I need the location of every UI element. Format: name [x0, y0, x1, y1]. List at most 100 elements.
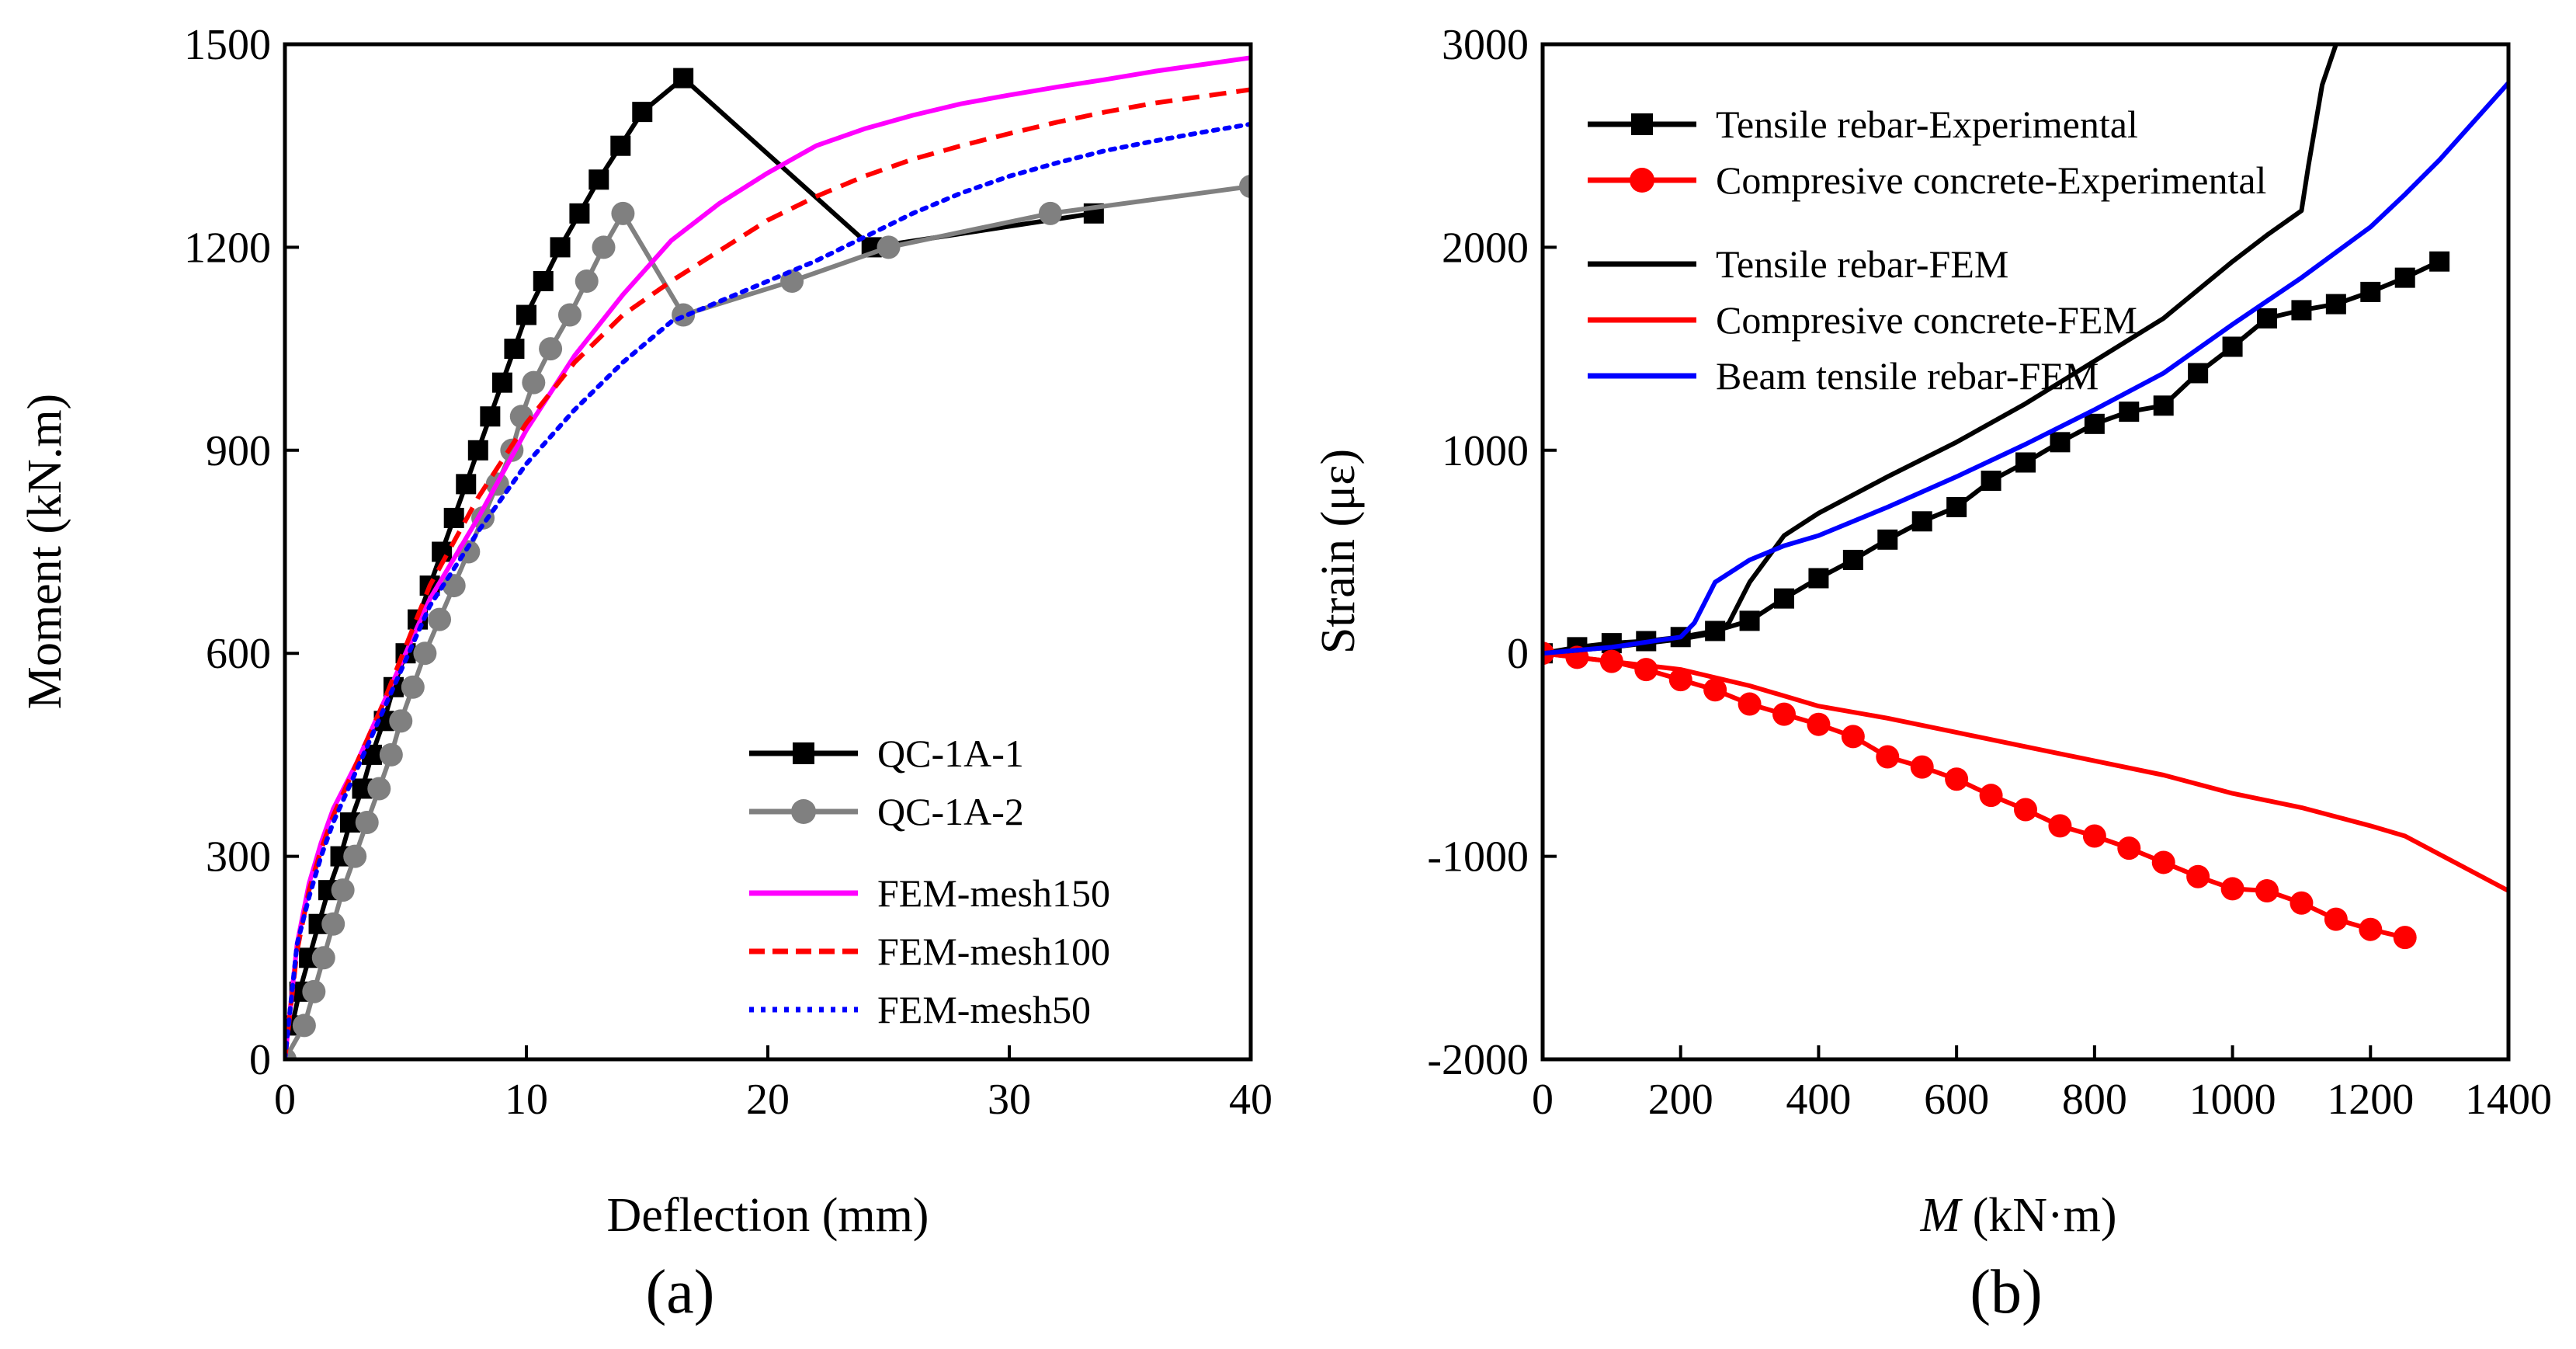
panel-b-series-0-point: [2257, 308, 2277, 329]
panel-b-series-1-point: [2324, 907, 2348, 931]
panel-b-y-tick-label: -1000: [1427, 833, 1529, 881]
panel-a-frame: [283, 42, 1253, 1062]
panel-a-legend-label-4: FEM-mesh50: [877, 988, 1091, 1031]
panel-a-series-0-point: [480, 406, 501, 427]
panel-b-series-1-point: [2290, 891, 2314, 915]
panel-a-series-1-point: [343, 844, 367, 868]
panel-b-series-0-point: [1739, 610, 1760, 631]
panel-b-x-axis-label-italic: M: [1919, 1189, 1963, 1242]
panel-b-y-tick-label: 1000: [1442, 427, 1529, 475]
panel-b-series-0-point: [2394, 267, 2415, 288]
panel-b-x-axis-label-rest: (kN·m): [1960, 1189, 2116, 1242]
panel-a-x-tick-label: 20: [746, 1076, 790, 1124]
panel-b-legend-label-4: Beam tensile rebar-FEM: [1716, 354, 2099, 398]
panel-b-series-1-point: [2220, 877, 2244, 901]
panel-a-series-0-point: [432, 541, 453, 562]
panel-a-series-0-point: [516, 304, 536, 325]
panel-b-series-0-point: [2222, 336, 2243, 357]
panel-a-y-tick-label: 1500: [184, 21, 271, 69]
panel-b-x-tick-label: 800: [2062, 1076, 2127, 1124]
panel-b-legend-label-3: Compresive concrete-FEM: [1716, 298, 2137, 342]
panel-b-series-1-point: [2255, 879, 2279, 903]
panel-a-x-axis-label: Deflection (mm): [607, 1189, 929, 1242]
chart-panel-b: 0 200 400 600 800 1000 1200 1400 -2000 -1000 0 1000…: [1312, 21, 2552, 1326]
panel-b-series-1-point: [2359, 917, 2383, 941]
panel-b-legend-marker-0: [1631, 113, 1653, 135]
panel-a-series-0-point: [588, 169, 609, 190]
panel-a-series-0-point: [467, 440, 488, 461]
panel-a-tick-labels: 0 10 20 30 40 0 300 600 900 1200 1500: [184, 21, 1272, 1124]
panel-a-series-1-point: [522, 370, 546, 395]
panel-a-x-tick-label: 10: [505, 1076, 548, 1124]
panel-b-series-1-point: [1738, 692, 1762, 716]
panel-a-series-1-point: [611, 201, 635, 225]
panel-b-series-1-point: [2117, 836, 2141, 861]
panel-b-legend-marker-1: [1630, 168, 1654, 193]
panel-a-series-0-point: [443, 507, 464, 528]
panel-b-legend: Tensile rebar-Experimental Compresive con…: [1588, 103, 2266, 398]
panel-b-series-1-point: [1841, 725, 1865, 749]
panel-a-legend-marker-0: [793, 742, 814, 764]
panel-b-series-1-point: [1772, 702, 1796, 726]
panel-a-x-tick-label: 0: [274, 1076, 296, 1124]
panel-b-x-axis-label: M (kN·m): [1919, 1189, 2116, 1242]
panel-a-series-0-point: [569, 203, 590, 224]
panel-b-series-0-point: [2291, 300, 2312, 321]
panel-b-legend-label-0: Tensile rebar-Experimental: [1716, 103, 2138, 146]
panel-b-series-1-point: [2151, 850, 2175, 874]
panel-a-legend-label-2: FEM-mesh150: [877, 871, 1110, 915]
panel-a-series-0-point: [673, 68, 694, 89]
panel-a-y-tick-label: 300: [206, 833, 271, 881]
panel-a-series-1-point: [413, 641, 437, 666]
panel-a-legend-label-0: QC-1A-1: [877, 732, 1024, 775]
panel-b-series-0-point: [2429, 251, 2450, 272]
chart-panel-a: 0 10 20 30 40 0 300 600 900 1200 1500 Deflection (…: [19, 21, 1272, 1326]
panel-b-series-1-point: [1876, 745, 1900, 769]
panel-b-x-tick-label: 600: [1924, 1076, 1989, 1124]
panel-a-y-tick-label: 0: [249, 1036, 271, 1084]
panel-b-x-tick-label: 0: [1532, 1076, 1554, 1124]
panel-b-x-tick-label: 1000: [2189, 1076, 2276, 1124]
panel-a-series-0-point: [533, 270, 554, 291]
panel-a-series-1-point: [379, 742, 403, 767]
panel-a-label: (a): [646, 1258, 715, 1326]
panel-a-legend-label-1: QC-1A-2: [877, 790, 1024, 833]
panel-a-series-line-2: [285, 55, 1251, 1059]
panel-b-series-0-point: [2050, 432, 2071, 453]
panel-a-series-1-point: [539, 337, 563, 361]
panel-a-series-1-point: [292, 1013, 316, 1038]
panel-b-series-1-point: [1910, 755, 1934, 779]
panel-b-series-0-point: [1774, 588, 1794, 609]
panel-b-x-tick-label: 1200: [2327, 1076, 2414, 1124]
panel-a-series-0-point: [491, 372, 512, 393]
panel-a-series-1-point: [389, 709, 413, 733]
panel-a-series-0-point: [610, 135, 631, 156]
panel-b-series-1-point: [1807, 712, 1831, 736]
panel-a-series-1-point: [592, 235, 616, 259]
panel-a-x-tick-label: 40: [1229, 1076, 1272, 1124]
panel-b-series-0-point: [2084, 413, 2105, 434]
panel-b-series-0-point: [1946, 496, 1967, 517]
panel-a-series-1-point: [1239, 174, 1251, 198]
panel-b-series-line-3: [1543, 651, 2508, 893]
panel-a-legend-marker-1: [791, 799, 816, 824]
panel-b-series-1-point: [1634, 658, 1658, 682]
panel-a-series-0-point: [632, 102, 653, 123]
panel-b-series-0-point: [1981, 471, 2001, 492]
panel-a-plot-area: [285, 55, 1251, 1059]
panel-b-series-0-point: [2015, 452, 2036, 473]
panel-a-series-1-point: [311, 946, 335, 970]
panel-a-legend-label-3: FEM-mesh100: [877, 930, 1110, 973]
panel-b-x-tick-label: 400: [1786, 1076, 1851, 1124]
panel-b-series-0-point: [2188, 363, 2209, 384]
panel-a-series-1-point: [367, 777, 391, 801]
panel-a-series-1-point: [401, 675, 425, 699]
panel-a-y-tick-label: 1200: [184, 224, 271, 272]
panel-a-x-tick-label: 30: [988, 1076, 1031, 1124]
panel-b-y-tick-label: 2000: [1442, 224, 1529, 272]
panel-b-series-1-point: [2393, 926, 2417, 950]
panel-b-y-tick-label: -2000: [1427, 1036, 1529, 1084]
panel-a-series-1-point: [302, 979, 326, 1003]
panel-b-frame: [1540, 42, 2511, 1062]
